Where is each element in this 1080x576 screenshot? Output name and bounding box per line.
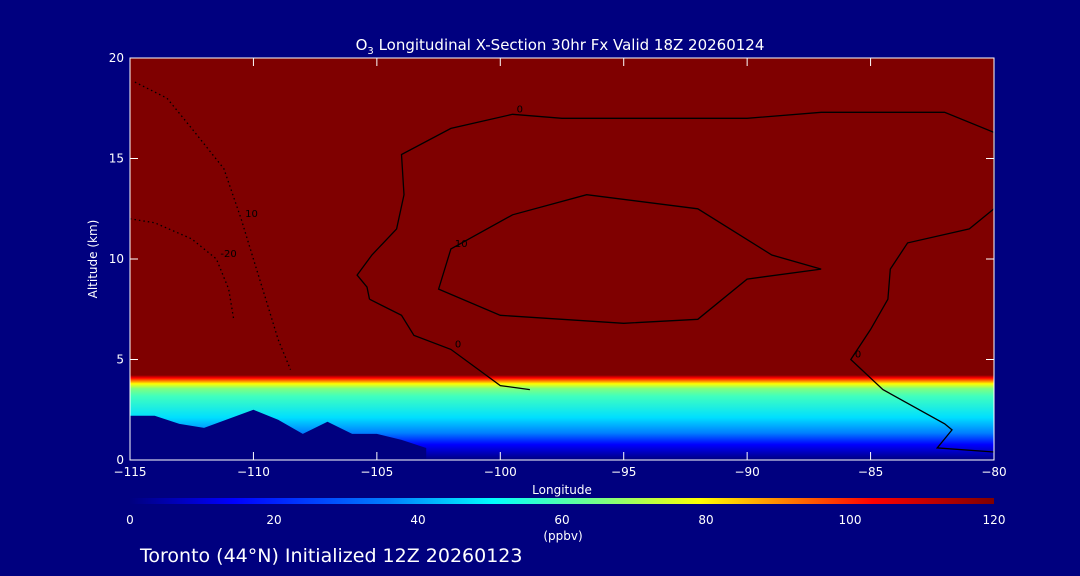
y-axis: 0 5 10 15 20	[109, 51, 994, 467]
contour-label: 10	[455, 239, 468, 250]
contour-line-5	[129, 218, 235, 320]
contour-label: 0	[855, 350, 861, 361]
terrain	[130, 409, 427, 460]
chart-title: O3 Longitudinal X-Section 30hr Fx Valid …	[356, 36, 765, 57]
contour-line-1	[849, 208, 995, 453]
troposphere-fill	[130, 267, 994, 460]
colorbar-tick-label: 40	[410, 513, 425, 527]
plot-area: 0 0 0 10 10 -20	[129, 57, 995, 461]
y-tick-label: 10	[109, 252, 124, 266]
x-tick-label: −110	[237, 465, 270, 479]
x-tick-label: −85	[858, 465, 883, 479]
colorbar-tick-label: 80	[698, 513, 713, 527]
colorbar-tick-label: 0	[126, 513, 134, 527]
x-tick-label: −115	[114, 465, 147, 479]
colorbar-tick-label: 60	[554, 513, 569, 527]
colorbar: 0 20 40 60 80 100 120 (ppbv)	[126, 498, 1005, 543]
y-tick-label: 0	[116, 453, 124, 467]
colorbar-tick-label: 120	[983, 513, 1006, 527]
y-tick-label: 20	[109, 51, 124, 65]
colorbar-tick-label: 100	[839, 513, 862, 527]
colorbar-unit: (ppbv)	[543, 529, 582, 543]
contour-line-0	[356, 111, 995, 300]
x-tick-label: −80	[981, 465, 1006, 479]
contour-line-2	[369, 298, 530, 391]
contour-label: 10	[245, 209, 258, 220]
x-axis-label: Longitude	[532, 483, 592, 497]
y-tick-label: 5	[116, 353, 124, 367]
x-axis: −115 −110 −105 −100 −95 −90 −85 −80	[114, 58, 1007, 479]
contour-label: 0	[517, 104, 523, 115]
contour-label: -20	[220, 249, 236, 260]
x-tick-label: −95	[611, 465, 636, 479]
colorbar-strip	[130, 498, 994, 504]
contour-line-3	[437, 194, 822, 324]
colorbar-tick-label: 20	[266, 513, 281, 527]
contour-label: 0	[455, 339, 461, 350]
x-tick-label: −100	[484, 465, 517, 479]
y-tick-label: 15	[109, 152, 124, 166]
x-tick-label: −90	[734, 465, 759, 479]
contour-lines: 0 0 0 10 10 -20	[129, 81, 995, 453]
x-tick-label: −105	[360, 465, 393, 479]
y-axis-label: Altitude (km)	[86, 220, 100, 299]
footer-text: Toronto (44°N) Initialized 12Z 20260123	[139, 545, 523, 567]
